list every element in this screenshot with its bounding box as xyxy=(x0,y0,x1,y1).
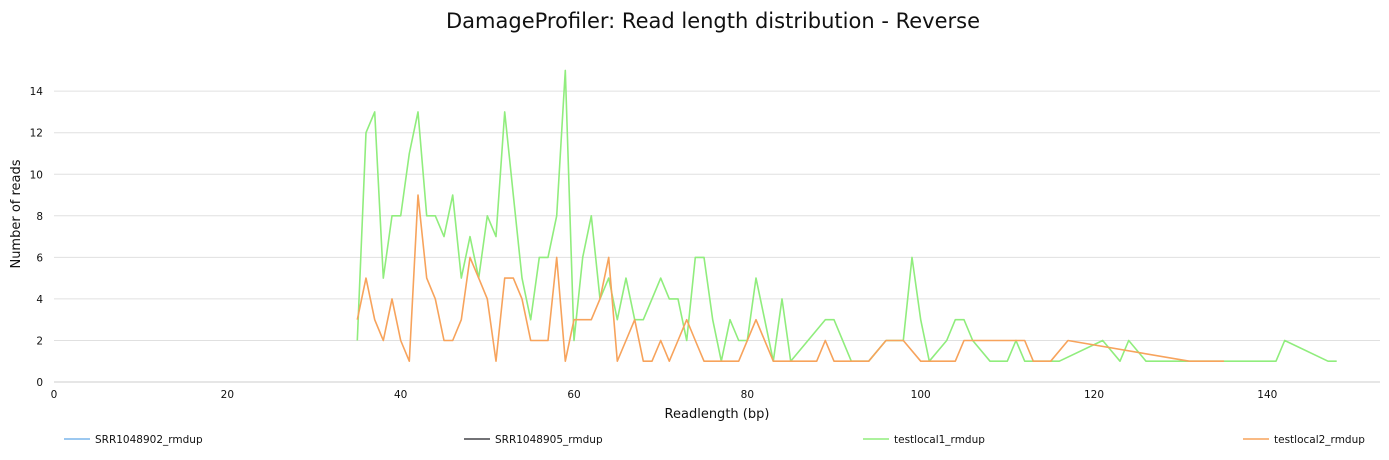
series-line-testlocal2_rmdup xyxy=(356,194,1224,362)
y-tick-label: 12 xyxy=(30,128,43,140)
legend-item-SRR1048905_rmdup[interactable]: SRR1048905_rmdup xyxy=(464,434,603,446)
x-tick-label: 120 xyxy=(1084,389,1104,401)
y-tick-label: 2 xyxy=(36,335,43,347)
y-tick-label: 8 xyxy=(36,211,43,223)
x-tick-label: 80 xyxy=(741,389,754,401)
series-line-testlocal1_rmdup xyxy=(356,69,1337,362)
chart-title: DamageProfiler: Read length distribution… xyxy=(446,9,980,33)
legend: SRR1048902_rmdup SRR1048905_rmdup testloca… xyxy=(64,434,1365,446)
x-tick-label: 40 xyxy=(394,389,407,401)
legend-item-testlocal1_rmdup[interactable]: testlocal1_rmdup xyxy=(863,434,985,446)
x-tick-label: 140 xyxy=(1257,389,1277,401)
legend-item-testlocal2_rmdup[interactable]: testlocal2_rmdup xyxy=(1243,434,1365,446)
x-axis-title: Readlength (bp) xyxy=(665,407,770,422)
x-tick-label: 60 xyxy=(567,389,580,401)
x-tick-label: 0 xyxy=(51,389,58,401)
grid-lines xyxy=(54,90,1380,383)
legend-item-SRR1048902_rmdup[interactable]: SRR1048902_rmdup xyxy=(64,434,203,446)
series-lines xyxy=(356,69,1337,362)
y-tick-label: 0 xyxy=(36,377,43,389)
y-tick-label: 10 xyxy=(30,169,43,181)
legend-label: SRR1048905_rmdup xyxy=(495,434,603,446)
y-axis-title: Number of reads xyxy=(9,159,24,268)
legend-label: SRR1048902_rmdup xyxy=(95,434,203,446)
y-tick-label: 6 xyxy=(36,252,43,264)
y-tick-label: 4 xyxy=(36,294,43,306)
y-tick-label: 14 xyxy=(30,86,44,98)
legend-label: testlocal2_rmdup xyxy=(1274,434,1365,446)
legend-label: testlocal1_rmdup xyxy=(894,434,985,446)
x-tick-label: 20 xyxy=(221,389,234,401)
x-tick-label: 100 xyxy=(911,389,931,401)
